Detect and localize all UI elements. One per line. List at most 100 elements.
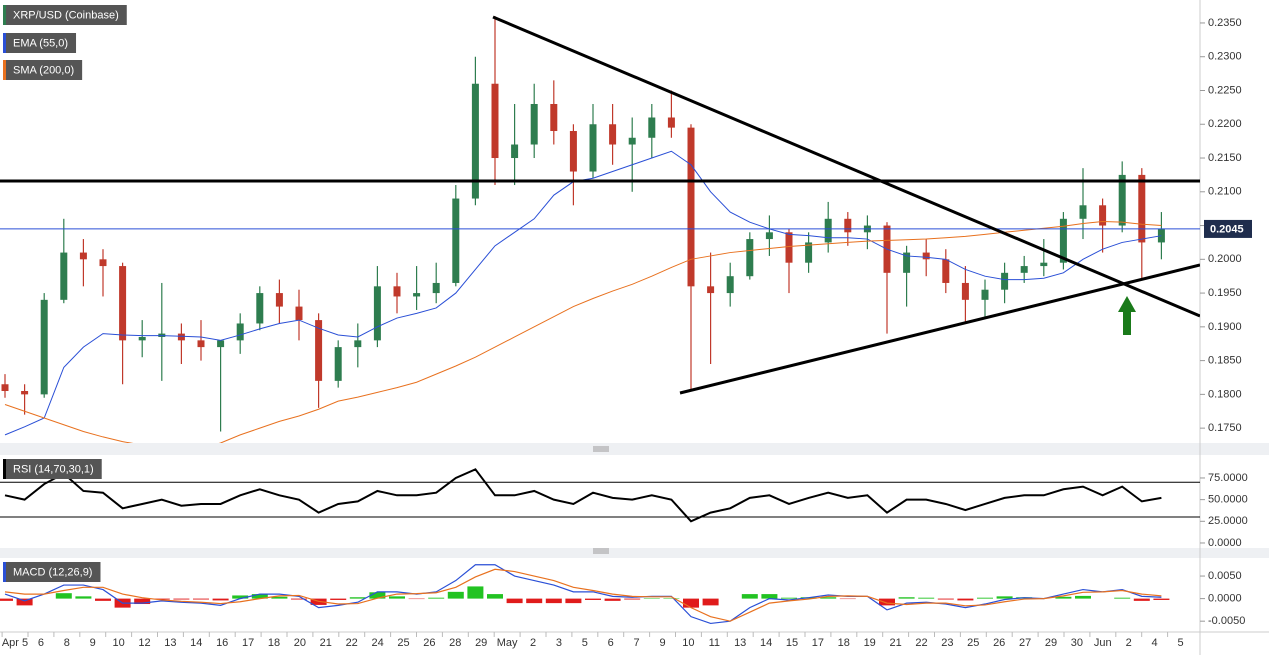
histogram-bar <box>683 598 699 608</box>
legend-label: XRP/USD (Coinbase) <box>13 9 119 21</box>
candle-body <box>1020 266 1028 273</box>
y-tick-label: 0.2100 <box>1208 186 1242 198</box>
y-tick-label: 0.2200 <box>1208 118 1242 130</box>
candle-body <box>60 252 68 300</box>
x-tick-label: 29 <box>1045 637 1057 649</box>
histogram-bar <box>389 596 405 599</box>
candle-body <box>1118 174 1126 226</box>
histogram-bar <box>996 596 1013 599</box>
histogram-bar <box>153 598 170 600</box>
x-tick-label: 21 <box>889 637 901 649</box>
x-tick-label: 25 <box>967 637 979 649</box>
candle-body <box>256 293 264 324</box>
x-tick-label: 18 <box>268 637 280 649</box>
x-tick-label: 24 <box>371 637 383 649</box>
candle-body <box>236 323 244 341</box>
resize-grip[interactable] <box>593 446 609 452</box>
rsi-line <box>4 468 1162 523</box>
candle-body <box>491 83 499 159</box>
candle-body <box>275 293 283 307</box>
y-tick-label: 75.0000 <box>1208 472 1248 484</box>
trendline <box>679 263 1200 395</box>
x-tick-label: 23 <box>941 637 953 649</box>
x-tick-label: 4 <box>1152 637 1158 649</box>
x-tick-label: 18 <box>838 637 850 649</box>
histogram-bar <box>55 593 72 599</box>
candle-body <box>648 117 656 138</box>
candle-body <box>765 232 773 240</box>
candle-body <box>687 127 695 287</box>
histogram-bar <box>193 598 209 600</box>
last-price-box <box>1204 219 1252 238</box>
axes: 0.1750 0.1800 0.1850 0.1900 0.1950 0.2000 0.20… <box>1 17 1252 649</box>
legend-label: MACD (12,26,9) <box>13 566 92 578</box>
candle-body <box>79 252 87 260</box>
x-tick-label: 22 <box>346 637 358 649</box>
histogram-bar <box>134 598 151 605</box>
legend-label: EMA (55,0) <box>13 37 68 49</box>
candle-body <box>589 124 597 172</box>
histogram-bar <box>75 596 92 599</box>
histogram-bar <box>16 598 33 606</box>
legend: XRP/USD (Coinbase) EMA (55,0) SMA (200,0) R… <box>3 5 127 582</box>
x-tick-label: 17 <box>242 637 254 649</box>
histogram-bar <box>1133 598 1150 601</box>
candle-body <box>471 83 479 199</box>
drawings <box>0 15 1200 395</box>
candle-body <box>981 289 989 300</box>
x-tick-label: 26 <box>423 637 435 649</box>
histogram-bar <box>251 594 268 599</box>
y-tick-label: 50.0000 <box>1208 494 1248 506</box>
legend-swatch <box>3 5 6 25</box>
x-tick-label: 29 <box>475 637 487 649</box>
legend-box <box>3 33 77 53</box>
y-tick-label: 0.2250 <box>1208 84 1242 96</box>
candle-body <box>99 259 107 267</box>
candle-body <box>961 282 969 300</box>
x-tick-label: Jun <box>1094 637 1112 649</box>
candle-body <box>452 198 460 283</box>
y-tick-label: 0.1950 <box>1208 287 1242 299</box>
candle-body <box>726 276 734 294</box>
x-tick-label: Apr 5 <box>2 637 28 649</box>
panel-separator <box>0 548 1269 558</box>
candle-body <box>530 103 538 145</box>
histogram-bar <box>820 597 837 599</box>
x-tick-label: 5 <box>1177 637 1183 649</box>
histogram-bar <box>702 598 719 606</box>
x-tick-label: 30 <box>1071 637 1083 649</box>
histogram-bar <box>291 598 307 600</box>
x-tick-label: 7 <box>634 637 640 649</box>
candle-body <box>1001 272 1009 290</box>
histogram-bar <box>1075 595 1091 599</box>
histogram-bar <box>0 598 13 601</box>
histogram-bar <box>526 598 543 604</box>
x-tick-label: 25 <box>397 637 409 649</box>
legend-label: SMA (200,0) <box>13 64 74 76</box>
candle-body <box>785 232 793 263</box>
x-tick-label: 13 <box>734 637 746 649</box>
histogram-bar <box>349 597 366 599</box>
legend-box <box>3 60 83 80</box>
x-tick-label: 20 <box>294 637 306 649</box>
candle-body <box>824 218 832 243</box>
histogram-bar <box>487 594 503 599</box>
y-tick-label: 0.2350 <box>1208 17 1242 29</box>
histogram-bar <box>212 598 229 601</box>
candle-body <box>315 320 323 381</box>
candle-body <box>550 103 558 132</box>
resize-grip[interactable] <box>593 548 609 554</box>
y-tick-label: 0.0050 <box>1208 570 1242 582</box>
legend-box <box>3 5 127 25</box>
candle-body <box>119 266 127 341</box>
candle-body <box>1 384 9 392</box>
candle-body <box>609 124 617 145</box>
histogram-bar <box>977 597 993 599</box>
candle-body <box>667 117 675 128</box>
candle-body <box>138 336 146 341</box>
x-tick-label: 17 <box>812 637 824 649</box>
x-tick-label: 2 <box>1126 637 1132 649</box>
candle-body <box>1099 205 1107 226</box>
candle-body <box>628 137 636 145</box>
